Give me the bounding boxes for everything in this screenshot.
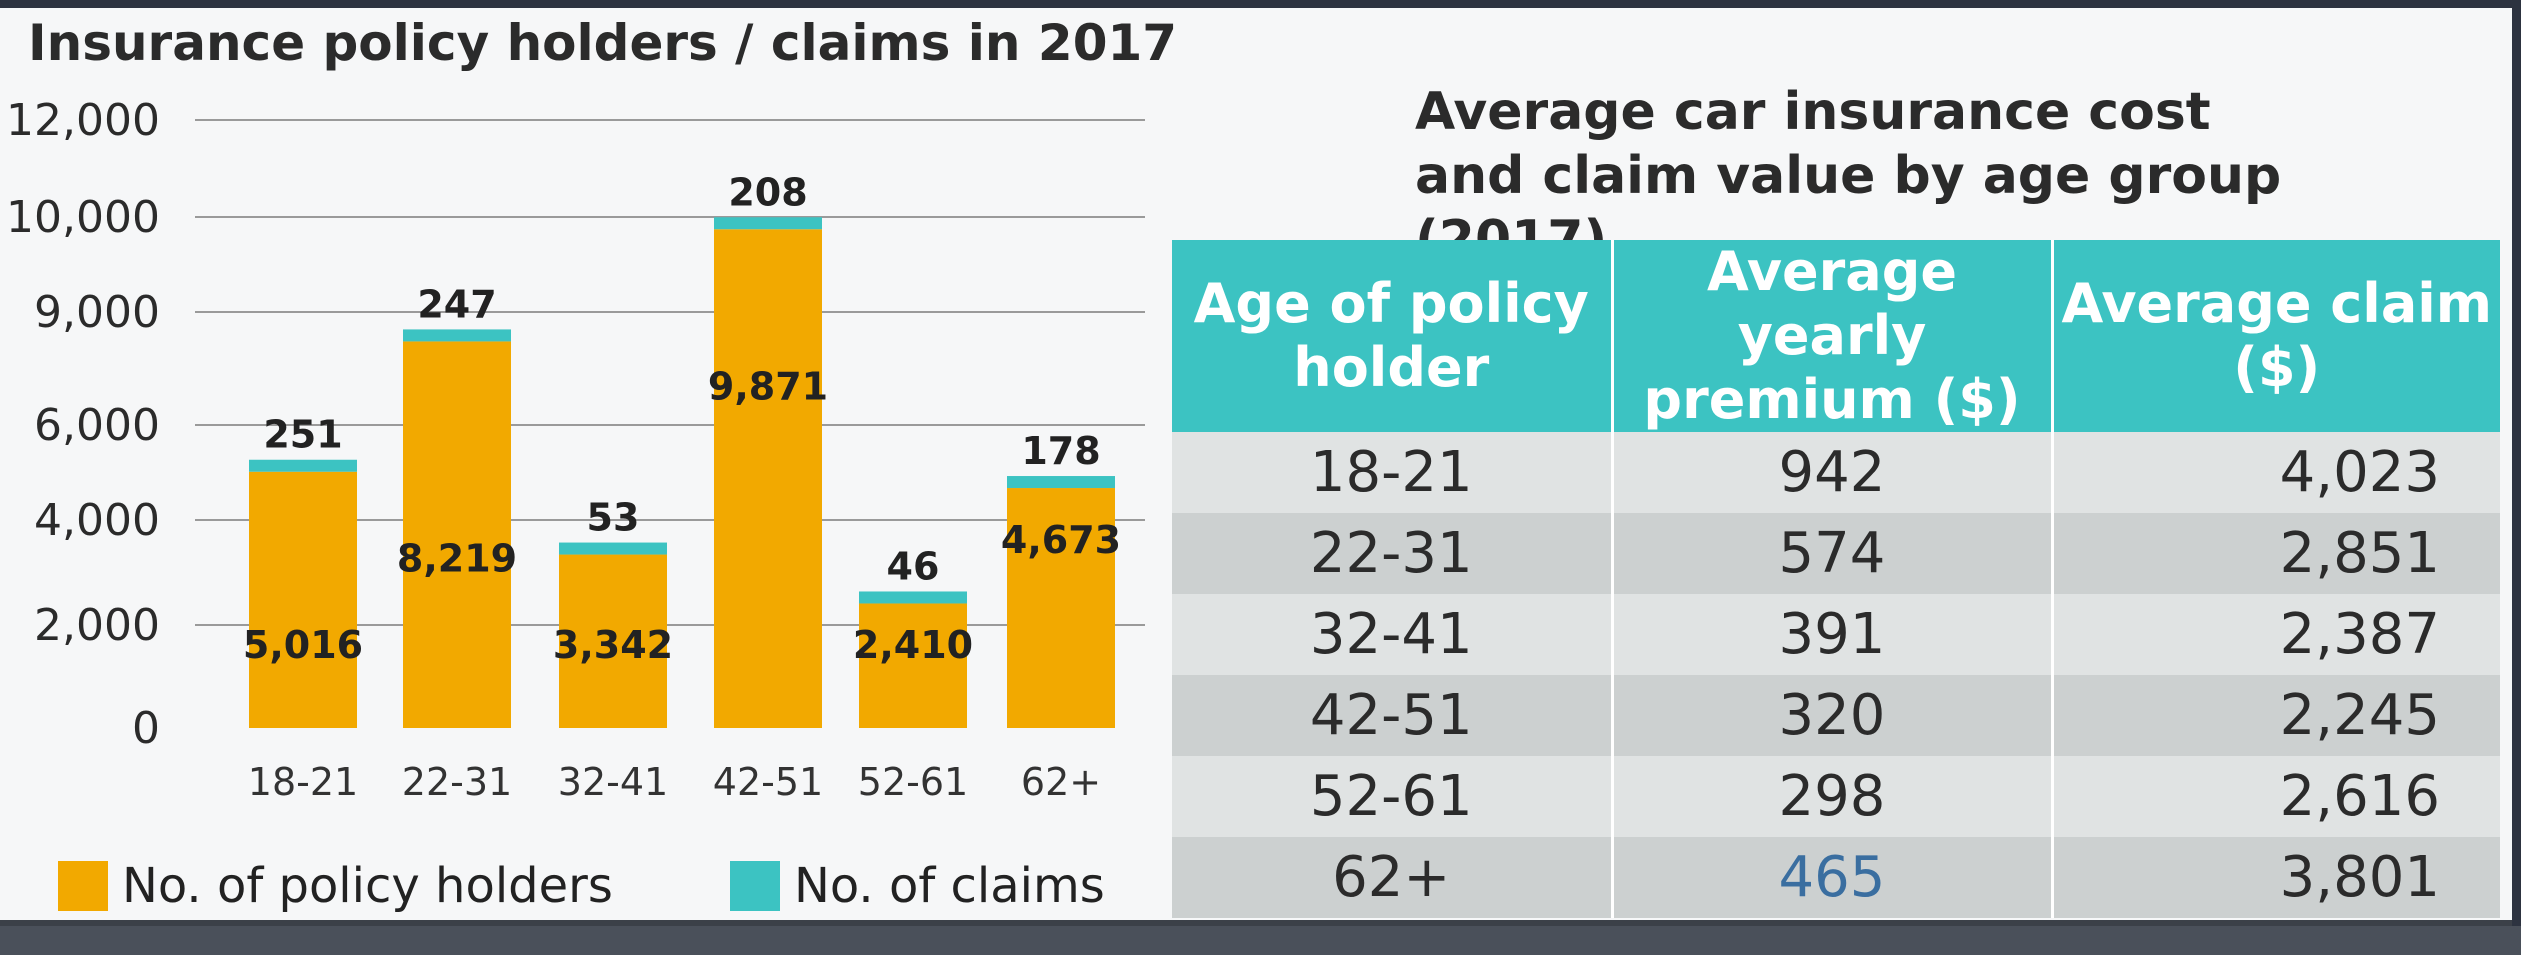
x-tick-label: 52-61: [858, 760, 968, 804]
bars: 251 5,016 247 8,219 53 3,342 208 9,871 46 2,410 17…: [243, 170, 1121, 728]
table-header-row: Age of policy holder Average yearly prem…: [1172, 240, 2500, 432]
table-row: 42-51 320 2,245: [1172, 675, 2500, 756]
claims-value-label: 53: [587, 496, 640, 540]
bar-claims: [714, 217, 822, 230]
header-claim: Average claim ($): [2052, 240, 2500, 432]
x-tick-label: 18-21: [248, 760, 358, 804]
y-tick-label: 4,000: [34, 495, 160, 546]
holders-value-label: 5,016: [243, 623, 363, 667]
holders-value-label: 9,871: [708, 364, 828, 408]
insurance-table: Age of policy holder Average yearly prem…: [1172, 240, 2500, 918]
cell-claim: 4,023: [2052, 432, 2500, 513]
legend-claims: No. of claims: [730, 858, 1105, 914]
bar-chart: 0 2,000 4,000 6,000 9,000 10,000 12,000 251 5,0…: [6, 95, 1145, 804]
y-tick-label: 0: [132, 703, 160, 754]
x-tick-label: 22-31: [402, 760, 512, 804]
holders-value-label: 8,219: [397, 536, 517, 580]
bar-policy-holders: [1007, 488, 1115, 728]
x-axis-ticks: 18-21 22-31 32-41 42-51 52-61 62+: [248, 760, 1101, 804]
cell-claim: 2,387: [2052, 594, 2500, 675]
table-row: 52-61 298 2,616: [1172, 756, 2500, 837]
bar-claims: [859, 591, 967, 604]
cell-claim: 2,245: [2052, 675, 2500, 756]
claims-value-label: 46: [887, 544, 940, 588]
bar-policy-holders: [559, 554, 667, 728]
cell-premium: 465: [1612, 837, 2054, 918]
cell-premium: 574: [1612, 513, 2054, 594]
bar-policy-holders: [714, 229, 822, 728]
cell-premium: 320: [1612, 675, 2054, 756]
cell-age: 22-31: [1172, 513, 1614, 594]
y-axis-ticks: 0 2,000 4,000 6,000 9,000 10,000 12,000: [6, 95, 160, 754]
bar-claims: [559, 542, 667, 555]
bar-claims: [1007, 476, 1115, 489]
header-age: Age of policy holder: [1172, 240, 1614, 432]
cell-claim: 3,801: [2052, 837, 2500, 918]
cell-claim: 2,616: [2052, 756, 2500, 837]
y-tick-label: 12,000: [6, 95, 160, 146]
holders-value-label: 4,673: [1001, 518, 1121, 562]
cell-premium: 391: [1612, 594, 2054, 675]
cell-premium: 298: [1612, 756, 2054, 837]
claims-value-label: 208: [728, 170, 807, 214]
chart-title: Insurance policy holders / claims in 201…: [28, 14, 1178, 72]
bar-policy-holders: [249, 471, 357, 728]
legend-label-holders: No. of policy holders: [122, 858, 613, 914]
table-row: 18-21 942 4,023: [1172, 432, 2500, 513]
x-tick-label: 32-41: [558, 760, 668, 804]
legend-label-claims: No. of claims: [794, 858, 1105, 914]
cell-age: 18-21: [1172, 432, 1614, 513]
table-row: 22-31 574 2,851: [1172, 513, 2500, 594]
cell-claim: 2,851: [2052, 513, 2500, 594]
screen-bezel: [0, 926, 2521, 955]
cell-age: 52-61: [1172, 756, 1614, 837]
bar-policy-holders: [403, 341, 511, 728]
cell-age: 32-41: [1172, 594, 1614, 675]
x-tick-label: 42-51: [713, 760, 823, 804]
bar-claims: [403, 329, 511, 342]
cell-age: 42-51: [1172, 675, 1614, 756]
y-tick-label: 6,000: [34, 400, 160, 451]
legend-swatch-claims: [730, 861, 780, 911]
legend-holders: No. of policy holders: [58, 858, 613, 914]
table-row: 62+ 465 3,801: [1172, 837, 2500, 918]
y-tick-label: 10,000: [6, 192, 160, 243]
claims-value-label: 247: [417, 282, 496, 326]
y-tick-label: 9,000: [34, 287, 160, 338]
claims-value-label: 251: [263, 413, 342, 457]
bar-policy-holders: [859, 603, 967, 728]
cell-premium: 942: [1612, 432, 2054, 513]
bar-claims: [249, 459, 357, 472]
header-premium: Average yearly premium ($): [1612, 240, 2054, 432]
x-tick-label: 62+: [1021, 760, 1101, 804]
holders-value-label: 3,342: [553, 623, 673, 667]
cell-age: 62+: [1172, 837, 1614, 918]
legend-swatch-holders: [58, 861, 108, 911]
y-tick-label: 2,000: [34, 600, 160, 651]
table-row: 32-41 391 2,387: [1172, 594, 2500, 675]
holders-value-label: 2,410: [853, 623, 973, 667]
claims-value-label: 178: [1021, 429, 1100, 473]
